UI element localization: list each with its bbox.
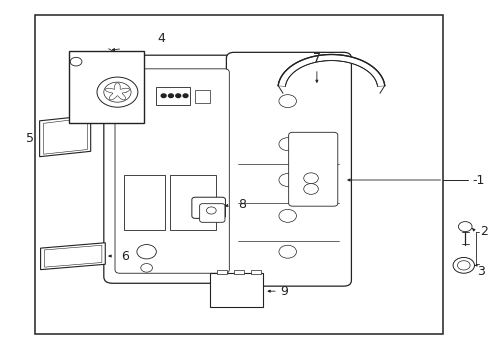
Circle shape [97,77,138,107]
Bar [196,90,210,103]
Circle shape [279,245,296,258]
Bar [69,51,144,123]
Polygon shape [41,243,105,270]
Text: 9: 9 [280,285,288,298]
Polygon shape [44,118,87,154]
Text: 3: 3 [477,265,485,278]
Bar [210,273,263,307]
Circle shape [137,244,156,259]
Text: 4: 4 [157,32,165,45]
FancyBboxPatch shape [192,197,225,219]
FancyBboxPatch shape [289,132,338,206]
FancyBboxPatch shape [199,204,225,222]
Text: 7: 7 [313,51,321,64]
Circle shape [279,174,296,186]
Bar [156,87,191,105]
Circle shape [70,57,82,66]
Circle shape [104,82,131,102]
FancyBboxPatch shape [115,69,229,273]
Circle shape [453,257,474,273]
Text: 8: 8 [238,198,246,211]
Circle shape [459,222,472,231]
Circle shape [161,94,166,98]
Bar [170,175,216,230]
Bar [251,270,261,274]
Polygon shape [45,245,102,267]
Circle shape [279,210,296,222]
Bar [234,270,244,274]
Circle shape [279,138,296,150]
Circle shape [169,94,173,98]
Text: 5: 5 [26,132,34,145]
Bar [124,175,165,230]
Circle shape [304,173,318,184]
Bar [217,270,227,274]
Circle shape [176,94,181,98]
FancyBboxPatch shape [104,55,243,283]
Text: 6: 6 [122,249,129,262]
Circle shape [206,207,216,214]
Circle shape [458,261,470,270]
Text: 2: 2 [480,225,488,238]
Bar [35,15,443,334]
Circle shape [279,95,296,108]
FancyBboxPatch shape [226,52,351,286]
Text: -1: -1 [472,174,485,186]
Polygon shape [278,54,385,86]
Polygon shape [40,116,91,157]
Circle shape [183,94,188,98]
Circle shape [304,184,318,194]
Circle shape [141,264,152,272]
